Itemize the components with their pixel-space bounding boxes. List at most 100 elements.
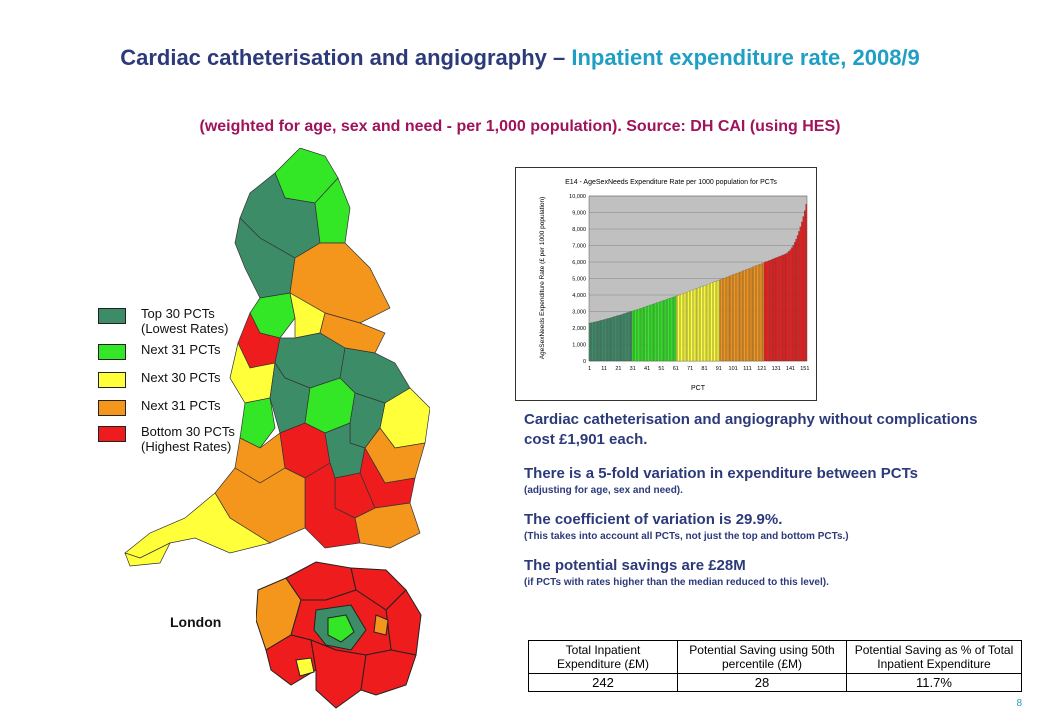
chart-bar	[726, 276, 729, 362]
chart-bar	[647, 305, 650, 362]
chart-bar	[707, 284, 710, 362]
fact-cost: Cardiac catheterisation and angiography …	[524, 411, 978, 448]
x-tick-labels: 1 11 21 31 41 51 61 71 81 91 101 111 121 131 141 151	[588, 366, 809, 372]
chart-bar	[776, 257, 779, 362]
legend-swatch	[98, 344, 126, 360]
chart-bar	[706, 284, 708, 362]
chart-bar	[723, 278, 726, 362]
legend-swatch	[98, 308, 126, 324]
x-tick-label: 151	[800, 366, 809, 372]
x-tick-label: 41	[644, 366, 650, 372]
chart-bar	[629, 311, 631, 362]
chart-bar	[683, 293, 686, 362]
fact-cov: The coefficient of variation is 29.9%.	[524, 511, 783, 528]
chart-bar	[752, 266, 754, 362]
london-borough-orange	[373, 614, 389, 636]
legend-item-next30-yellow: Next 30 PCTs	[98, 370, 220, 388]
chart-bar	[772, 258, 774, 362]
y-axis-label: AgeSexNeeds Expenditure Rate (£ per 1000…	[539, 197, 546, 360]
chart-bar	[710, 282, 713, 362]
chart-bar	[782, 254, 784, 362]
chart-bar	[771, 259, 773, 362]
chart-bar	[699, 287, 701, 362]
chart-bar	[598, 320, 601, 362]
chart-bar	[716, 280, 719, 362]
chart-bar	[730, 275, 733, 362]
chart-bar	[766, 261, 769, 362]
legend-swatch	[98, 372, 126, 388]
chart-bar	[674, 296, 677, 362]
chart-bar	[762, 262, 764, 362]
chart-bar	[805, 204, 807, 362]
chart-bar	[627, 312, 630, 362]
chart-bar	[703, 285, 706, 362]
chart-bar	[663, 300, 665, 362]
page-number: 8	[1016, 698, 1022, 709]
map-region-northeast	[314, 177, 351, 244]
map-region-wales-border	[239, 397, 276, 449]
chart-bar	[616, 315, 618, 362]
chart-bar	[631, 310, 634, 362]
y-tick-label: 6,000	[572, 260, 586, 266]
chart-bar	[637, 309, 640, 362]
map-region-cornwall	[124, 542, 171, 567]
table-cell-percent: 11.7%	[846, 673, 1022, 692]
chart-bar	[676, 295, 678, 362]
chart-bar	[746, 269, 749, 362]
chart-bar	[641, 307, 644, 362]
legend-label: Next 30 PCTs	[141, 370, 221, 385]
chart-bar	[604, 319, 607, 362]
chart-bar	[686, 291, 688, 362]
chart-bar	[660, 301, 663, 362]
chart-bar	[789, 249, 792, 362]
chart-bar	[596, 321, 598, 362]
chart-bar	[667, 298, 670, 362]
chart-bar	[799, 226, 802, 362]
chart-bar	[621, 314, 624, 362]
chart-bar	[685, 292, 687, 362]
chart-bar	[697, 287, 700, 362]
chart-bar	[659, 301, 661, 362]
chart-bar	[740, 271, 743, 362]
y-tick-label: 7,000	[572, 244, 586, 250]
chart-bar	[719, 279, 721, 362]
chart-bar	[702, 286, 704, 362]
bars	[588, 204, 807, 362]
x-tick-label: 111	[743, 366, 751, 372]
legend-item-bottom30: Bottom 30 PCTs (Highest Rates)	[98, 424, 235, 454]
legend-label: Next 31 PCTs	[141, 398, 221, 413]
chart-bar	[758, 264, 760, 362]
y-tick-label: 10,000	[569, 194, 586, 200]
chart-bar	[769, 259, 772, 362]
chart-bar	[801, 221, 803, 362]
chart-bar	[785, 253, 787, 362]
london-map	[256, 561, 422, 709]
y-tick-labels: 0 1,000 2,000 3,000 4,000 5,000 6,000 7,000 8,00…	[569, 194, 586, 365]
fact-variation-note: (adjusting for age, sex and need).	[524, 485, 683, 496]
x-tick-label: 81	[701, 366, 707, 372]
chart-bar	[728, 276, 730, 362]
legend-item-next31-orange: Next 31 PCTs	[98, 398, 220, 416]
chart-bar	[783, 254, 786, 362]
chart-bar	[781, 255, 783, 362]
chart-bar	[633, 310, 635, 362]
chart-bar	[779, 255, 782, 362]
chart-bar	[639, 308, 641, 362]
chart-bar	[607, 318, 610, 362]
x-tick-label: 121	[757, 366, 766, 372]
table-header-row: Total Inpatient Expenditure (£M) Potenti…	[528, 640, 1022, 674]
chart-bar	[682, 293, 684, 362]
chart-bar	[761, 263, 763, 362]
chart-bar	[600, 320, 602, 362]
chart-bar	[693, 289, 696, 362]
table-cell-saving: 28	[677, 673, 847, 692]
chart-bar	[720, 279, 723, 362]
chart-bar	[597, 321, 599, 362]
london-label: London	[170, 614, 222, 630]
fact-savings: The potential savings are £28M	[524, 557, 746, 574]
chart-bar	[650, 304, 653, 362]
chart-bar	[606, 318, 608, 362]
chart-bar	[736, 273, 739, 362]
london-borough-yellow	[295, 657, 315, 677]
chart-bar	[729, 275, 731, 362]
